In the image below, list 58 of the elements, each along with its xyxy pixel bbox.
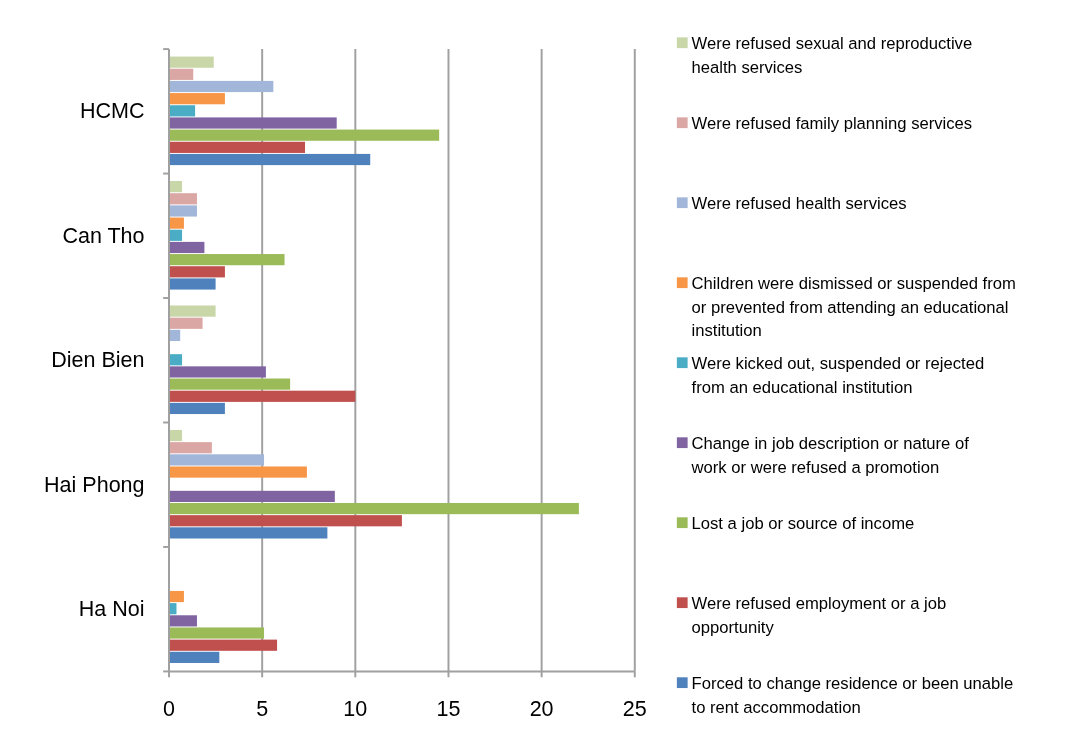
bar [169,181,183,193]
bar [169,590,184,603]
bar [169,402,225,415]
bar [169,266,225,278]
legend-label: Were refused health services [691,194,907,214]
bar [169,502,579,515]
bar [169,153,371,166]
bar [169,80,274,93]
bar [169,117,337,129]
x-tick-label: 5 [256,697,269,722]
bar [169,354,183,366]
bar [169,141,306,153]
bar [169,615,197,627]
bar [169,466,307,478]
bar [169,378,291,390]
y-tick-label: Dien Bien [51,348,145,373]
x-tick-label: 15 [436,697,461,722]
y-tick-label: HCMC [80,99,145,124]
bar [169,241,205,254]
bar [169,193,197,205]
bar [169,442,212,454]
bar [169,454,265,466]
bar [169,105,196,117]
bar [169,217,184,229]
bar [169,390,356,402]
x-tick-label: 10 [343,697,368,722]
bar [169,366,266,378]
bar [169,639,278,651]
y-tick-label: Ha Noi [78,597,145,622]
y-tick-label: Can Tho [62,223,145,248]
bar [169,317,203,329]
bar [169,129,440,141]
bar [169,305,216,317]
legend-label: Forced to change residence or been unable to rent accommodation [691,674,1014,717]
x-tick-label: 0 [163,697,176,722]
legend-label: Change in job description or nature of work or were refused a promotion [690,434,970,477]
legend-label: Were kicked out, suspended or rejected from an educational institution [691,354,985,397]
bar [169,429,183,442]
legend-label: Were refused employment or a job opportunity [691,594,947,637]
bar [169,490,335,502]
bar [169,56,214,68]
x-tick-label: 25 [622,697,647,722]
legend-label: Lost a job or source of income [691,514,915,534]
bar [169,651,220,663]
legend-label: Were refused family planning services [691,114,973,134]
bar [169,515,402,527]
bar [169,68,194,80]
bar [169,93,225,105]
y-tick-label: Hai Phong [44,472,145,497]
bar [169,527,328,539]
bar [169,229,183,241]
bar [169,278,216,290]
bar [169,205,197,217]
bar [169,254,285,266]
bar [169,627,265,639]
legend-label: Were refused sexual and reproductive health services [691,34,973,77]
x-tick-label: 20 [529,697,554,722]
legend-label: Children were dismissed or suspended from or prevented from attending an educational institution [691,274,1016,341]
